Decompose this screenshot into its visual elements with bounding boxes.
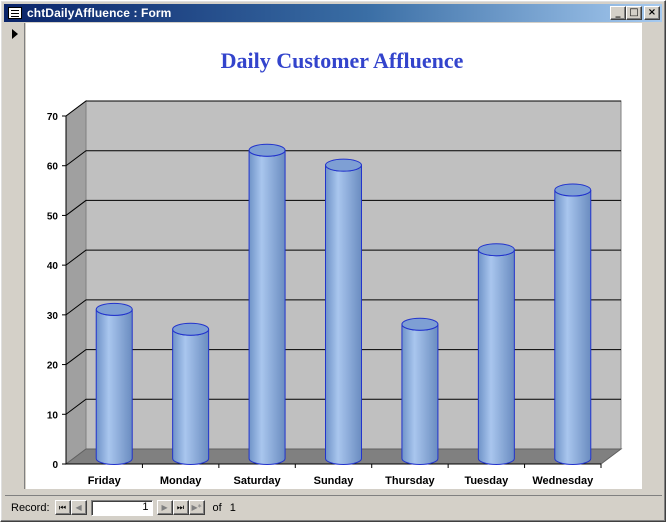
last-record-button[interactable]: ⏭ (172, 500, 189, 515)
gridline (65, 299, 621, 316)
gridline (65, 100, 621, 117)
y-tick-label: 70 (47, 112, 59, 123)
chart-side-wall (65, 100, 87, 465)
bar (325, 165, 362, 465)
y-tick-label: 50 (47, 211, 59, 222)
bar-top (401, 317, 439, 331)
gridline (65, 249, 621, 266)
bar (172, 329, 210, 465)
title-bar[interactable]: chtDailyAffluence : Form _ □ × (4, 4, 662, 22)
x-category-label: Sunday (314, 475, 355, 487)
chart-area: Daily Customer Affluence 0 10 20 30 40 50 60 70… (26, 23, 642, 489)
bar-top (248, 143, 286, 157)
window-title: chtDailyAffluence : Form (27, 6, 172, 20)
minimize-button[interactable]: _ (610, 6, 626, 20)
chart-svg: 0 10 20 30 40 50 60 70 Friday Monday Saturday Sunda… (47, 100, 623, 487)
gridline (65, 150, 621, 167)
x-category-label: Saturday (234, 475, 282, 487)
previous-record-button[interactable]: ◀ (70, 500, 87, 515)
bar-top (325, 158, 362, 172)
y-tick-label: 20 (47, 361, 59, 372)
bar (95, 309, 133, 465)
y-tick-label: 60 (47, 162, 59, 173)
x-category-label: Monday (160, 475, 202, 487)
x-category-label: Tuesday (464, 475, 509, 487)
x-category-label: Thursday (385, 475, 435, 487)
first-record-button[interactable]: ⏮ (54, 500, 71, 515)
x-category-label: Wednesday (532, 475, 594, 487)
bar (554, 189, 592, 465)
close-button[interactable]: × (644, 6, 660, 20)
gridline (65, 199, 621, 216)
y-tick-label: 40 (47, 261, 59, 272)
bar-top (554, 183, 592, 197)
form-icon[interactable] (8, 7, 22, 19)
new-record-button[interactable]: ▶* (188, 500, 205, 515)
y-tick-label: 0 (52, 460, 58, 471)
bar (477, 249, 515, 465)
record-selector[interactable] (5, 23, 25, 489)
right-frame (642, 23, 662, 489)
bar (401, 324, 439, 465)
bar-top (95, 302, 133, 316)
caption-buttons: _ □ × (610, 6, 660, 20)
record-navigation-bar: Record: ⏮ ◀ 1 ▶ ⏭ ▶* of 1 (5, 495, 662, 519)
of-label: of (212, 501, 222, 514)
gridline (65, 349, 621, 365)
bar-top (477, 243, 515, 257)
total-records: 1 (229, 501, 236, 514)
bar-top (172, 322, 210, 336)
y-tick-label: 30 (47, 311, 59, 322)
next-record-button[interactable]: ▶ (156, 500, 173, 515)
current-record-field[interactable]: 1 (90, 499, 153, 516)
record-label: Record: (11, 501, 50, 514)
maximize-button[interactable]: □ (626, 6, 642, 20)
y-tick-label: 10 (47, 410, 59, 421)
bar (248, 150, 286, 465)
current-record-arrow-icon (12, 29, 18, 39)
gridline (65, 398, 621, 415)
x-category-label: Friday (88, 475, 122, 487)
